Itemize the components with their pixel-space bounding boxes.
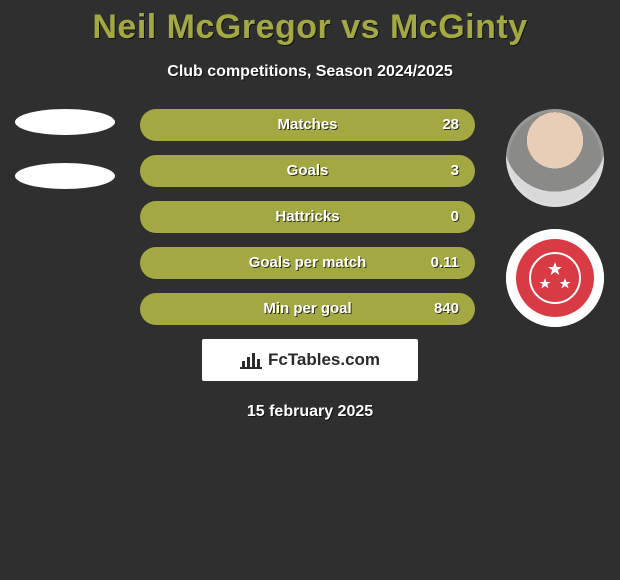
right-player-photo: [506, 109, 604, 207]
stat-label: Min per goal: [140, 293, 475, 325]
stat-row-matches: Matches 28: [140, 109, 475, 141]
shield-stars-icon: [525, 248, 585, 308]
left-player-placeholder-2: [15, 163, 115, 189]
content-area: Matches 28 Goals 3 Hattricks 0 Goals per…: [0, 109, 620, 325]
left-player-placeholder-1: [15, 109, 115, 135]
stat-right-value: 3: [451, 155, 459, 187]
bar-chart-icon: [240, 351, 262, 369]
right-club-badge-inner: [516, 239, 594, 317]
stat-right-value: 28: [442, 109, 459, 141]
stat-label: Hattricks: [140, 201, 475, 233]
left-player-column: [10, 109, 120, 189]
stat-row-goals-per-match: Goals per match 0.11: [140, 247, 475, 279]
stat-row-hattricks: Hattricks 0: [140, 201, 475, 233]
attribution-text: FcTables.com: [268, 350, 380, 370]
stat-right-value: 840: [434, 293, 459, 325]
date-label: 15 february 2025: [0, 403, 620, 421]
attribution-badge[interactable]: FcTables.com: [202, 339, 418, 381]
comparison-card: Neil McGregor vs McGinty Club competitio…: [0, 0, 620, 580]
stat-right-value: 0.11: [431, 247, 459, 279]
stat-right-value: 0: [451, 201, 459, 233]
subtitle: Club competitions, Season 2024/2025: [0, 63, 620, 81]
right-player-column: [500, 109, 610, 327]
stat-bars: Matches 28 Goals 3 Hattricks 0 Goals per…: [140, 109, 475, 325]
stat-label: Goals: [140, 155, 475, 187]
stat-label: Matches: [140, 109, 475, 141]
right-club-badge: [506, 229, 604, 327]
page-title: Neil McGregor vs McGinty: [0, 0, 620, 47]
stat-label: Goals per match: [140, 247, 475, 279]
stat-row-goals: Goals 3: [140, 155, 475, 187]
stat-row-min-per-goal: Min per goal 840: [140, 293, 475, 325]
